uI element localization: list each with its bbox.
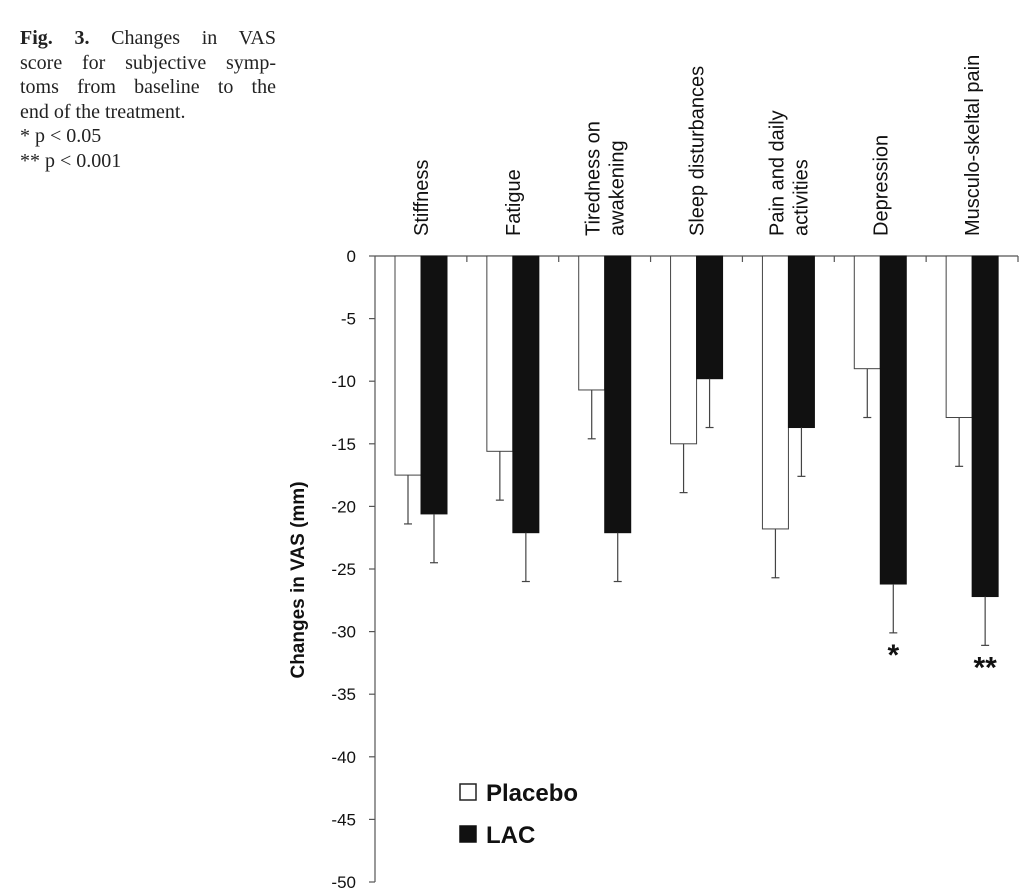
category-label: Depression [870, 135, 892, 236]
y-tick-label: -45 [331, 810, 356, 829]
bar-lac [696, 255, 724, 380]
significance-marker: ** [973, 651, 997, 684]
bar-placebo [945, 255, 973, 419]
category-label: Sleep disturbances [687, 66, 709, 236]
bar-placebo [486, 255, 514, 452]
bar-lac [971, 255, 999, 598]
category-label: Musculo-skeltal pain [962, 55, 984, 236]
y-tick-label: -15 [331, 435, 356, 454]
significance-note-2: ** p < 0.001 [20, 149, 122, 172]
y-axis-label: Changes in VAS (mm) [288, 481, 309, 678]
y-tick-label: -50 [331, 873, 356, 892]
bar-lac [512, 255, 540, 534]
legend-swatch-lac [459, 825, 477, 843]
y-tick-label: -25 [331, 560, 356, 579]
bar-lac [787, 255, 815, 429]
legend-label-lac: LAC [486, 822, 535, 849]
y-tick-label: -20 [331, 497, 356, 516]
caption-text-1: Changes in VAS [111, 27, 276, 49]
bar-placebo [394, 255, 422, 476]
significance-note-1: * p < 0.05 [20, 125, 102, 147]
y-tick-label: -10 [331, 372, 356, 391]
category-label: Pain and daily [766, 110, 788, 236]
figure-caption: Fig. 3. Changes in VAS score for subject… [20, 26, 276, 173]
bar-placebo [761, 255, 789, 530]
y-tick-label: 0 [347, 247, 356, 266]
caption-line-1: Fig. 3. Changes in VAS [20, 26, 276, 51]
legend-swatch-placebo [459, 783, 477, 801]
caption-line-2: score for subjective symp- [20, 51, 276, 74]
caption-line-3: toms from baseline to the [20, 76, 276, 98]
y-tick-label: -5 [341, 310, 356, 329]
bar-lac [879, 255, 907, 585]
legend-label-placebo: Placebo [486, 780, 578, 807]
y-tick-label: -35 [331, 685, 356, 704]
y-tick-label: -30 [331, 623, 356, 642]
bar-lac [420, 255, 448, 515]
bar-placebo [853, 255, 881, 370]
figure-label: Fig. 3. [20, 27, 90, 49]
bar-placebo [670, 255, 698, 445]
category-label: awakening [607, 140, 629, 236]
caption-line-4: end of the treatment. [20, 100, 186, 123]
category-label: Tiredness on [583, 121, 605, 236]
significance-marker: * [887, 639, 899, 672]
category-label: Fatigue [503, 169, 525, 236]
bar-lac [604, 255, 632, 534]
category-label: Stiffness [411, 160, 433, 236]
y-tick-label: -40 [331, 748, 356, 767]
category-label: activities [790, 159, 812, 236]
bar-placebo [578, 255, 606, 391]
